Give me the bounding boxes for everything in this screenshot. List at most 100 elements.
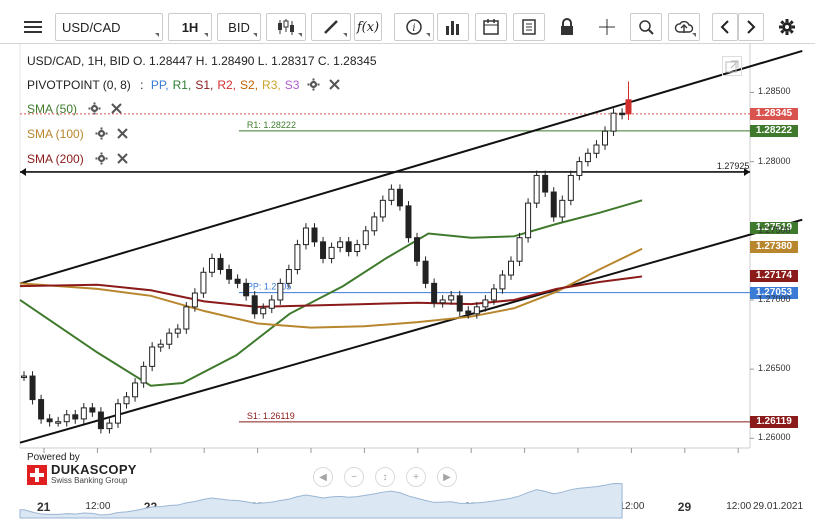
close-icon[interactable] (110, 103, 122, 114)
nav-fit-button[interactable]: ↕ (375, 467, 395, 487)
candle-body (516, 237, 523, 262)
candle-body (542, 174, 549, 193)
timeframe-select[interactable]: 1H (168, 13, 212, 41)
candle-body (439, 299, 446, 304)
candle-body (200, 271, 207, 294)
draw-button[interactable] (311, 13, 351, 41)
gear-icon[interactable] (95, 127, 108, 140)
candle-body (166, 332, 173, 345)
close-icon[interactable] (329, 79, 340, 90)
side-label: BID (228, 19, 250, 35)
price-chart[interactable]: R1: 1.28222 S1: 1.26119 PP: 1.2705 1.27925 (0, 44, 815, 520)
dukascopy-logo: Powered by DUKASCOPY Swiss Banking Group (27, 452, 137, 486)
y-tick-label: 1.27000 (758, 293, 791, 304)
close-icon[interactable] (117, 153, 129, 164)
price-box: 1.27380 (750, 241, 798, 254)
candle-body (80, 407, 87, 420)
candle-body (183, 306, 190, 330)
y-tick-label: 1.26500 (758, 363, 791, 374)
candle-body (533, 174, 540, 204)
caret-icon (426, 33, 430, 37)
chart-type-button[interactable] (266, 13, 306, 41)
symbol-label: USD/CAD (62, 19, 121, 35)
sma-line-50 (19, 199, 643, 387)
candle-body (149, 346, 156, 367)
crosshair-button[interactable] (592, 13, 622, 41)
upload-button[interactable] (668, 13, 700, 41)
pivot-item-r2: R2, (217, 78, 237, 92)
candle-body (567, 174, 574, 201)
menu-icon (24, 21, 42, 33)
candles-icon (278, 19, 294, 35)
candle-body (226, 269, 233, 280)
scroll-right-button[interactable] (738, 13, 764, 41)
gear-icon[interactable] (307, 78, 320, 91)
zoom-button[interactable] (630, 13, 662, 41)
chart-area[interactable]: R1: 1.28222 S1: 1.26119 PP: 1.2705 1.27925 … (0, 44, 815, 520)
toolbar: USD/CAD 1H BID f(x) i (0, 0, 815, 44)
candle-body (208, 257, 215, 273)
gear-icon[interactable] (88, 102, 101, 115)
candle-body (63, 414, 70, 423)
navigator-overview[interactable] (0, 472, 815, 520)
candle-body (285, 269, 292, 284)
candle-body (72, 414, 79, 420)
popout-button[interactable] (722, 56, 742, 76)
pivot-item-s3: S3 (284, 78, 300, 92)
candle-body (584, 152, 591, 163)
trendline-1 (19, 49, 803, 285)
candle-body (21, 375, 27, 379)
candle-body (251, 295, 258, 315)
candle-body (311, 227, 318, 243)
candle-body (29, 375, 36, 401)
nav-prev-button[interactable]: ◀ (313, 467, 333, 487)
sma-line-100 (19, 247, 643, 329)
svg-text:i: i (412, 23, 415, 34)
price-box: 1.27519 (750, 222, 798, 235)
side-select[interactable]: BID (217, 13, 261, 41)
candle-body (490, 288, 497, 301)
candle-body (89, 407, 96, 413)
draw-icon (324, 20, 338, 34)
sma-legend-row: SMA (100) (27, 127, 129, 141)
pivot-item-r3: R3, (262, 78, 281, 92)
function-button[interactable]: f(x) (354, 13, 382, 41)
crosshair-icon (599, 19, 615, 35)
symbol-select[interactable]: USD/CAD (55, 13, 163, 41)
close-icon[interactable] (117, 128, 129, 139)
level-label-hline: 1.27925 (717, 161, 750, 171)
notes-button[interactable] (513, 13, 545, 41)
nav-zoom-in-button[interactable]: + (406, 467, 426, 487)
candle-body (619, 112, 626, 116)
settings-button[interactable] (772, 13, 802, 41)
menu-button[interactable] (13, 13, 53, 41)
y-tick-label: 1.26000 (758, 432, 791, 443)
brand-name: DUKASCOPY (51, 462, 137, 477)
candle-body (405, 205, 412, 239)
y-tick-label: 1.28000 (758, 155, 791, 166)
x-tick-label: 12:00 (619, 501, 645, 512)
calendar-icon (483, 19, 499, 35)
volume-button[interactable] (437, 13, 469, 41)
candle-body (234, 278, 241, 284)
trendline-2 (19, 218, 803, 444)
price-box: 1.27053 (750, 286, 798, 299)
candle-body (482, 299, 489, 308)
lock-button[interactable] (552, 13, 582, 41)
x-tick-label: 12:00 (85, 501, 111, 512)
arrow-left-icon (720, 20, 729, 34)
pivot-legend: PIVOTPOINT (0, 8) : PP, R1, S1, R2, S2, R3, S3 (27, 78, 340, 92)
info-button[interactable]: i (394, 13, 434, 41)
pivot-separator: : (140, 78, 144, 92)
scroll-left-button[interactable] (712, 13, 738, 41)
level-label-r1: R1: 1.28222 (247, 120, 296, 130)
candle-body (371, 216, 378, 232)
nav-next-button[interactable]: ▶ (437, 467, 457, 487)
calendar-button[interactable] (475, 13, 507, 41)
gear-icon[interactable] (95, 152, 108, 165)
hline-left-arrow (20, 167, 26, 176)
candle-body (422, 260, 429, 284)
nav-zoom-out-button[interactable]: − (344, 467, 364, 487)
pivot-label: PIVOTPOINT (0, 8) (27, 78, 131, 92)
sma-label: SMA (100) (27, 127, 84, 141)
